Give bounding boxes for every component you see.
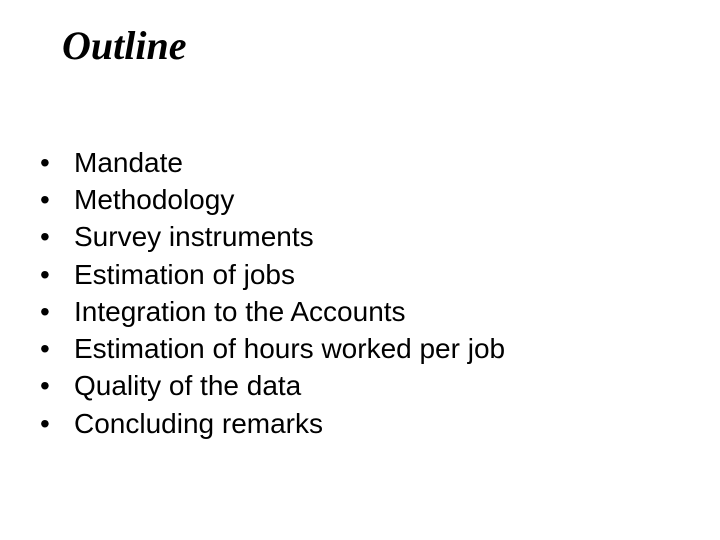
list-item: • Survey instruments — [34, 218, 680, 255]
bullet-icon: • — [34, 367, 74, 404]
bullet-icon: • — [34, 405, 74, 442]
list-item: • Concluding remarks — [34, 405, 680, 442]
slide: Outline • Mandate • Methodology • Survey… — [0, 0, 720, 540]
list-item: • Methodology — [34, 181, 680, 218]
bullet-icon: • — [34, 330, 74, 367]
list-item: • Integration to the Accounts — [34, 293, 680, 330]
bullet-icon: • — [34, 218, 74, 255]
list-item: • Mandate — [34, 144, 680, 181]
bullet-icon: • — [34, 144, 74, 181]
list-item-label: Quality of the data — [74, 367, 680, 404]
list-item: • Quality of the data — [34, 367, 680, 404]
bullet-icon: • — [34, 256, 74, 293]
slide-title: Outline — [62, 22, 186, 69]
list-item-label: Estimation of jobs — [74, 256, 680, 293]
list-item-label: Survey instruments — [74, 218, 680, 255]
list-item-label: Methodology — [74, 181, 680, 218]
list-item-label: Concluding remarks — [74, 405, 680, 442]
list-item-label: Integration to the Accounts — [74, 293, 680, 330]
bullet-icon: • — [34, 181, 74, 218]
list-item-label: Mandate — [74, 144, 680, 181]
list-item: • Estimation of hours worked per job — [34, 330, 680, 367]
bullet-icon: • — [34, 293, 74, 330]
list-item-label: Estimation of hours worked per job — [74, 330, 680, 367]
list-item: • Estimation of jobs — [34, 256, 680, 293]
bullet-list: • Mandate • Methodology • Survey instrum… — [34, 144, 680, 442]
